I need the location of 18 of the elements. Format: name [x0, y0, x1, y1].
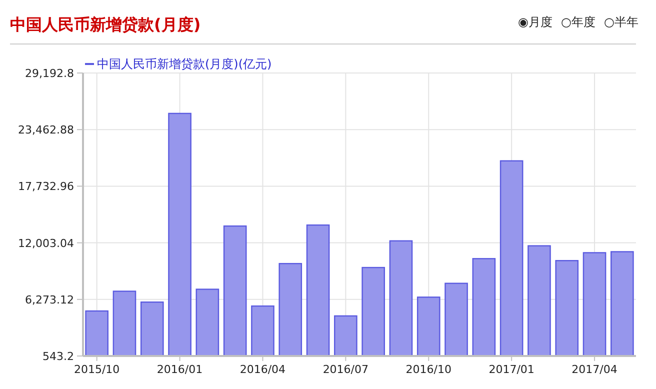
x-tick-label: 2017/04	[572, 363, 618, 376]
x-tick-label: 2016/01	[156, 363, 203, 376]
y-tick-label: 17,732.96	[18, 180, 74, 194]
y-tick-label: 29,192.8	[25, 67, 74, 80]
text: ○年度	[561, 15, 596, 29]
y-tick-label: 12,003.04	[18, 236, 74, 250]
x-tick-label: 2016/10	[406, 363, 452, 376]
x-tick-label: 2015/10	[74, 363, 120, 376]
text: ○半年	[604, 15, 638, 29]
text: ◉月度	[518, 15, 552, 29]
x-tick-label: 2016/07	[322, 363, 369, 376]
y-tick-label: 6,273.12	[25, 293, 74, 306]
y-tick-label: 23,462.88	[18, 124, 74, 137]
y-tick-label: 543.2	[42, 350, 74, 363]
chart-title: 中国人民币新增贷款(月度)	[10, 15, 201, 34]
text: 中国人民币新增贷款(月度)(亿元)	[97, 57, 272, 71]
x-tick-label: 2016/04	[240, 363, 286, 376]
x-tick-label: 2017/01	[488, 363, 534, 376]
